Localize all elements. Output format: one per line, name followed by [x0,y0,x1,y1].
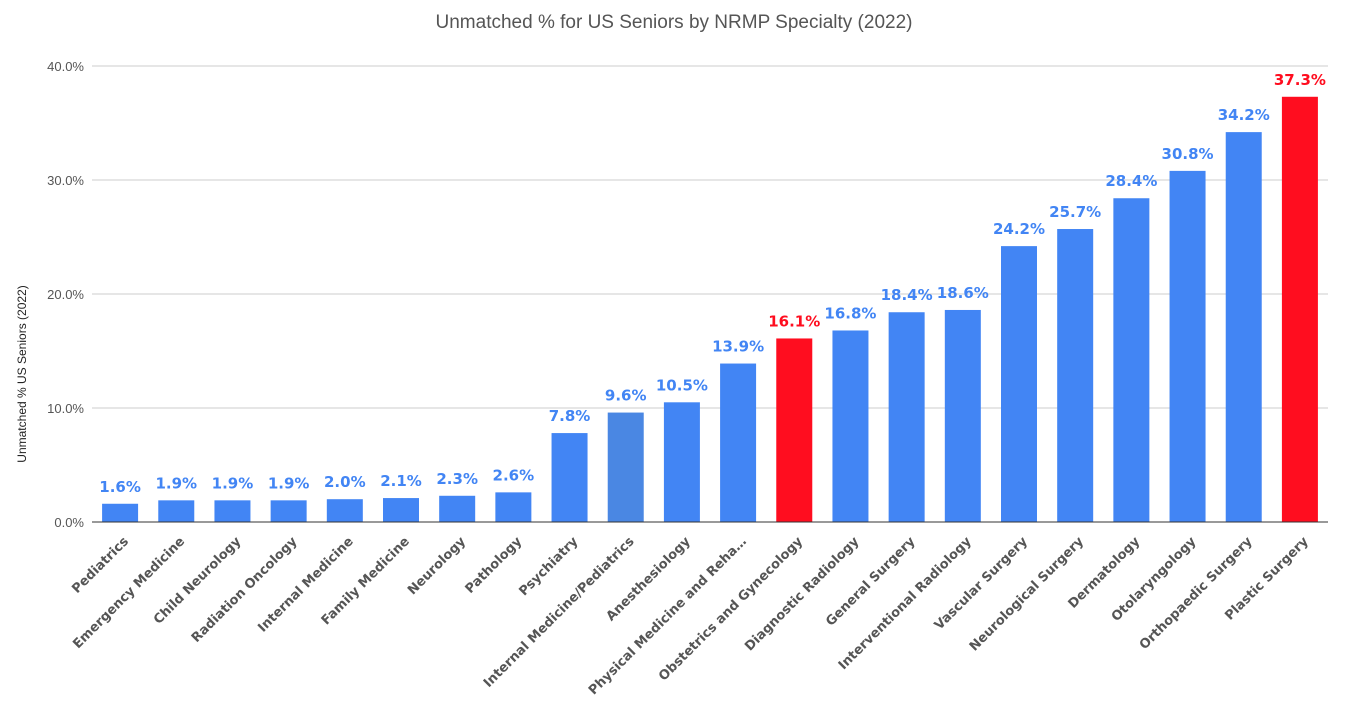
data-label: 16.8% [824,304,876,322]
bar [607,412,644,522]
data-label: 18.4% [881,286,933,304]
y-tick-label: 20.0% [47,287,84,302]
bar [1001,246,1037,522]
data-label: 28.4% [1105,172,1157,190]
data-labels: 1.6% 1.9% 1.9% 1.9% 2.0% 2.1% 2.3% 2.6% 7.8% 9.6%… [99,71,1326,496]
bar [1057,229,1094,522]
data-label: 37.3% [1274,71,1326,89]
data-label: 16.1% [768,312,820,330]
data-label: 9.6% [605,387,647,405]
data-label: 1.9% [155,474,197,492]
bars [102,96,1318,523]
y-tick-label: 10.0% [47,401,84,416]
data-label: 13.9% [712,338,764,356]
bar [214,500,251,522]
x-tick-label: Pathology [463,534,526,597]
bar [944,309,981,522]
bar [270,500,307,522]
bar [158,500,195,522]
data-label: 2.6% [493,466,535,484]
data-label: 24.2% [993,220,1045,238]
data-label: 10.5% [656,376,708,394]
bar [832,330,869,522]
bar [551,433,588,522]
x-tick-label: Orthopaedic Surgery [1137,534,1256,653]
bar [720,363,757,522]
chart-title: Unmatched % for US Seniors by NRMP Speci… [436,12,913,33]
bar [495,492,532,522]
y-tick-label: 40.0% [47,59,84,74]
data-label: 2.3% [436,470,478,488]
x-tick-label: Pediatrics [69,534,132,597]
bar [1225,132,1262,522]
bar [1281,96,1318,522]
x-tick-label: Internal Medicine [255,534,356,635]
y-axis-label: Unmatched % US Seniors (2022) [15,285,29,462]
x-tick-label: Emergency Medicine [70,534,188,652]
x-tick-label: Neurology [405,534,469,598]
bar [1169,170,1206,522]
y-tick-label: 0.0% [54,515,84,530]
bar [326,499,363,522]
bar [1113,198,1150,523]
x-tick-label: Neurological Surgery [967,534,1088,655]
data-label: 1.9% [212,474,254,492]
x-tick-label: Vascular Surgery [932,534,1031,633]
bar [102,503,139,522]
bar [383,498,419,522]
bar [776,338,813,522]
data-label: 1.6% [99,478,141,496]
data-label: 34.2% [1218,106,1270,124]
x-tick-label: Diagnostic Radiology [742,534,862,654]
x-tick-label: Radiation Oncology [189,534,301,646]
bar [888,312,925,522]
bar [663,402,700,522]
bar [439,495,476,522]
data-label: 1.9% [268,474,310,492]
data-label: 30.8% [1162,145,1214,163]
data-label: 2.0% [324,473,366,491]
y-tick-label: 30.0% [47,173,84,188]
data-label: 7.8% [549,407,591,425]
data-label: 25.7% [1049,203,1101,221]
data-label: 18.6% [937,284,989,302]
y-axis-ticks: 0.0% 10.0% 20.0% 30.0% 40.0% [47,59,84,530]
data-label: 2.1% [380,472,422,490]
